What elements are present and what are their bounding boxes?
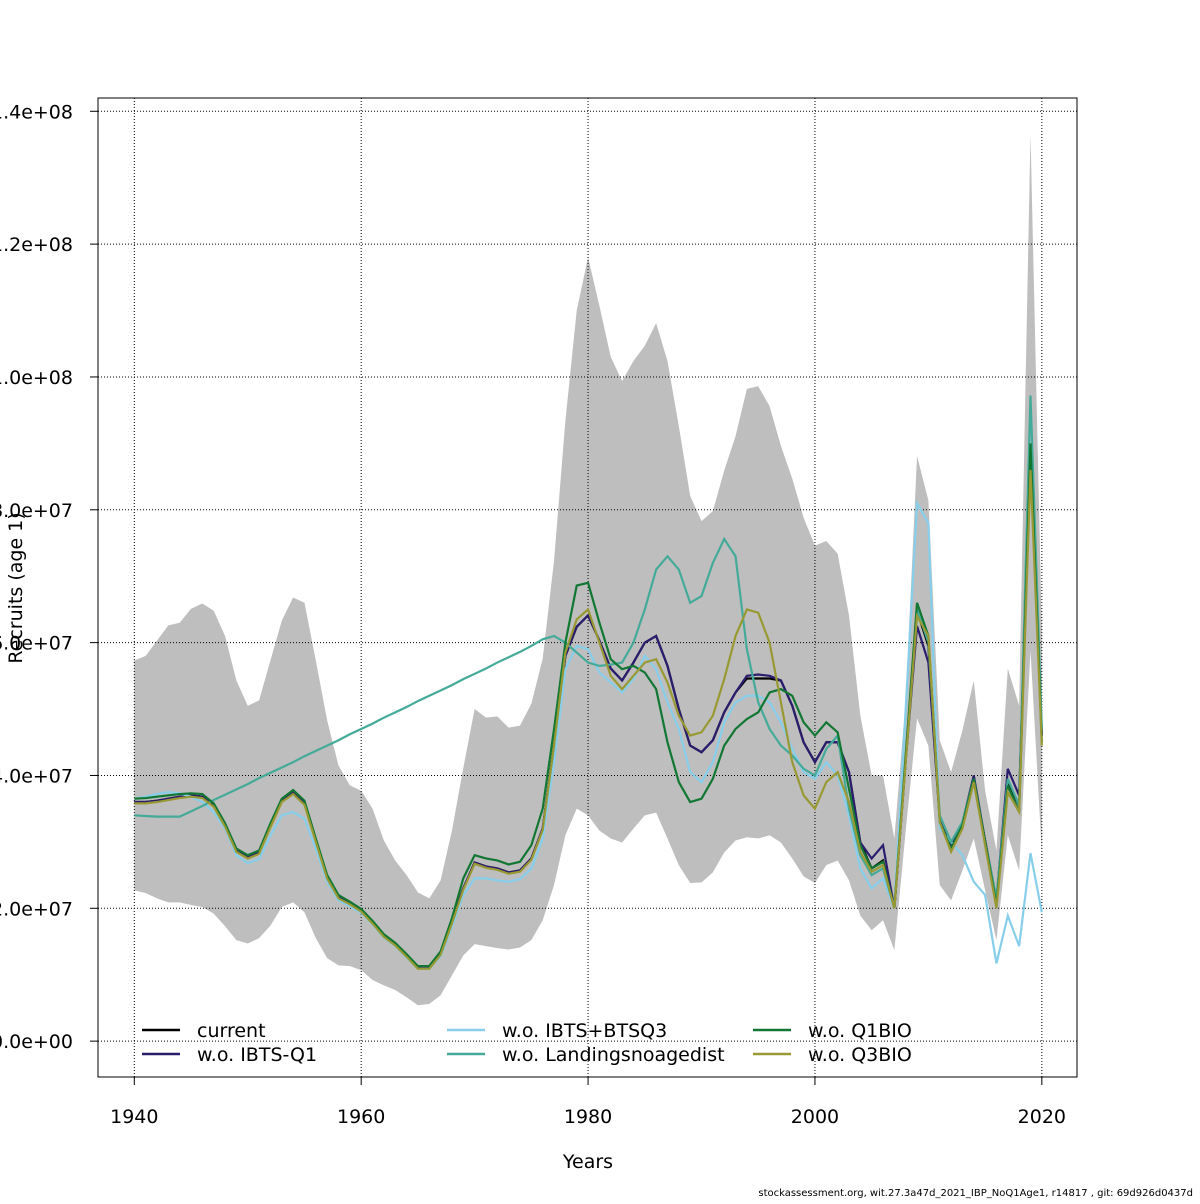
x-tick-label: 1940: [110, 1106, 158, 1128]
series-line: [134, 469, 1043, 970]
legend-label: w.o. Q3BIO: [808, 1044, 912, 1066]
y-axis-label: Recruits (age 1): [5, 512, 27, 663]
y-tick-label: 6.0e+07: [0, 633, 73, 655]
y-tick-label: 2.0e+07: [0, 898, 73, 920]
y-tick-label: 0.0e+00: [0, 1031, 73, 1053]
y-tick-label: 8.0e+07: [0, 500, 73, 522]
x-tick-label: 1960: [337, 1106, 385, 1128]
legend-label: w.o. IBTS+BTSQ3: [502, 1020, 667, 1042]
footer: stockassessment.org, wit.27.3a47d_2021_I…: [758, 1188, 1193, 1199]
y-tick-label: 1.4e+08: [0, 101, 73, 123]
legend-label: w.o. IBTS-Q1: [197, 1044, 317, 1066]
x-tick-label: 1980: [564, 1106, 612, 1128]
x-tick-label: 2020: [1018, 1106, 1066, 1128]
x-tick-label: 2000: [791, 1106, 839, 1128]
y-tick-label: 4.0e+07: [0, 765, 73, 787]
legend-label: w.o. Landingsnoagedist: [502, 1044, 725, 1066]
y-tick-label: 1.2e+08: [0, 234, 73, 256]
legend-label: current: [197, 1020, 266, 1042]
x-axis-label: Years: [562, 1151, 613, 1173]
legend-label: w.o. Q1BIO: [808, 1020, 912, 1042]
plot-frame: [97, 97, 1078, 1078]
y-tick-label: 1.0e+08: [0, 367, 73, 389]
